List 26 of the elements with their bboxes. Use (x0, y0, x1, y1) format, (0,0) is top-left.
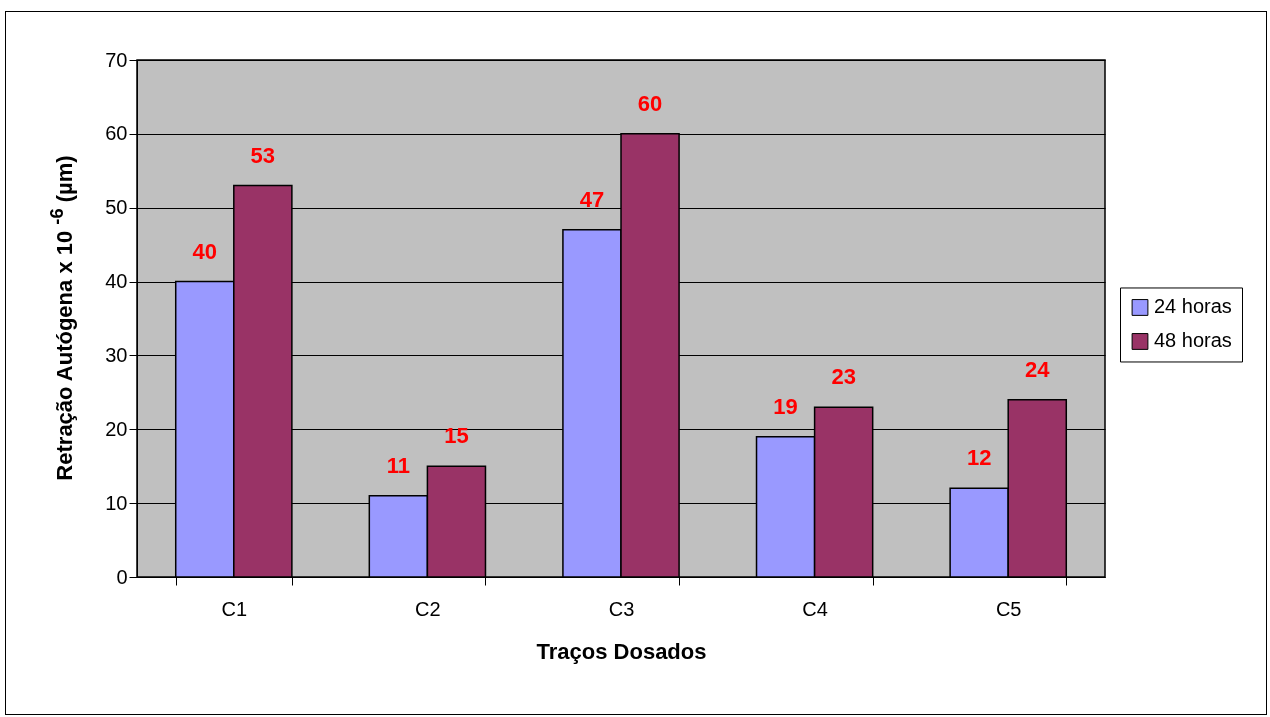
data-label: 53 (250, 142, 276, 168)
y-tick-label: 0 (116, 565, 128, 588)
y-tick-label: 60 (105, 122, 128, 145)
y-tick-label: 50 (105, 196, 128, 219)
legend-label: 24 horas (1154, 295, 1232, 318)
data-label: 47 (579, 186, 605, 212)
data-label: 11 (386, 452, 410, 478)
data-label: 12 (966, 445, 992, 471)
data-label: 40 (192, 238, 217, 264)
data-label: 19 (773, 393, 798, 419)
x-tick-label: C5 (995, 597, 1022, 620)
data-label: 15 (444, 423, 469, 449)
x-axis-title: Traços Dosados (536, 638, 707, 664)
y-tick-label: 20 (105, 417, 128, 440)
y-tick-label: 70 (105, 48, 128, 71)
x-tick-label: C2 (415, 597, 441, 620)
data-label: 23 (831, 364, 856, 390)
x-tick-label: C4 (802, 597, 828, 620)
y-tick-label: 10 (105, 491, 128, 514)
x-tick-label: C1 (221, 597, 248, 620)
x-tick-label: C3 (608, 597, 635, 620)
data-label: 24 (1025, 356, 1051, 382)
y-tick-label: 40 (105, 270, 128, 293)
legend-label: 48 horas (1154, 329, 1232, 352)
y-tick-label: 30 (105, 343, 128, 366)
data-label: 60 (637, 90, 663, 116)
